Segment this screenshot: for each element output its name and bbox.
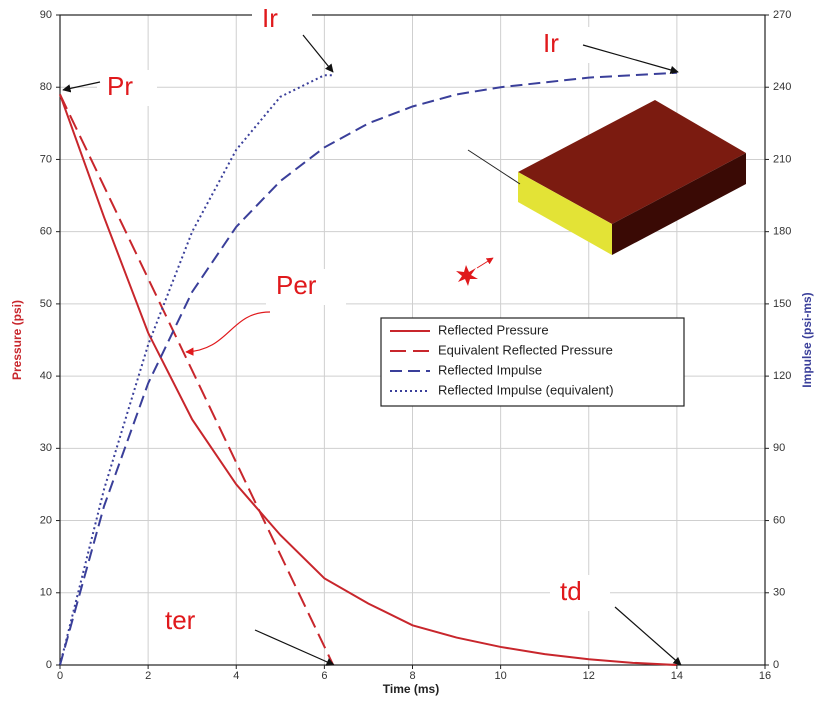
annotation: Ir	[543, 28, 559, 58]
y2-tick-label: 120	[773, 370, 791, 382]
y-tick-label: 70	[40, 153, 52, 165]
y-tick-label: 0	[46, 659, 52, 671]
series-line	[60, 75, 333, 665]
x-axis-title: Time (ms)	[383, 682, 439, 696]
y-tick-label: 60	[40, 226, 52, 238]
charge-icon	[456, 265, 478, 286]
y2-tick-label: 270	[773, 9, 791, 21]
annotation-arrow	[255, 630, 334, 665]
annotation: Ir	[262, 3, 278, 33]
x-tick-label: 16	[759, 670, 771, 682]
y-tick-label: 20	[40, 514, 52, 526]
annotation: ter	[165, 605, 196, 635]
annotation-arrow	[303, 35, 333, 72]
x-tick-label: 12	[583, 670, 595, 682]
annotation-arrow	[583, 45, 678, 72]
y2-tick-label: 90	[773, 442, 785, 454]
y2-tick-label: 30	[773, 587, 785, 599]
legend-label: Equivalent Reflected Pressure	[438, 342, 613, 357]
y-tick-label: 50	[40, 298, 52, 310]
annotation: Pr	[107, 71, 133, 101]
y-tick-label: 40	[40, 370, 52, 382]
chart: 0246810121416010203040506070809003060901…	[0, 0, 823, 706]
x-tick-label: 0	[57, 670, 63, 682]
y-tick-label: 10	[40, 587, 52, 599]
x-tick-label: 10	[495, 670, 507, 682]
inset	[456, 100, 746, 286]
x-tick-label: 4	[233, 670, 239, 682]
y-axis-title: Pressure (psi)	[10, 300, 24, 380]
y-tick-label: 30	[40, 442, 52, 454]
legend-label: Reflected Pressure	[438, 322, 549, 337]
legend: Reflected Pressure Equivalent Reflected P…	[381, 318, 684, 406]
y2-tick-label: 240	[773, 81, 791, 93]
y2-tick-label: 180	[773, 226, 791, 238]
annotation-arrow	[63, 82, 100, 90]
legend-label: Reflected Impulse	[438, 362, 542, 377]
y2-tick-label: 0	[773, 659, 779, 671]
x-tick-label: 8	[409, 670, 415, 682]
annotation-arrow	[615, 607, 681, 665]
charge-arrow	[477, 258, 493, 268]
y-tick-label: 90	[40, 9, 52, 21]
y-tick-label: 80	[40, 81, 52, 93]
y2-axis-title: Impulse (psi-ms)	[800, 292, 814, 387]
y2-tick-label: 60	[773, 514, 785, 526]
x-tick-label: 14	[671, 670, 683, 682]
x-tick-label: 6	[321, 670, 327, 682]
annotation: Per	[276, 270, 317, 300]
y2-tick-label: 210	[773, 153, 791, 165]
legend-label: Reflected Impulse (equivalent)	[438, 382, 614, 397]
y2-tick-label: 150	[773, 298, 791, 310]
x-tick-label: 2	[145, 670, 151, 682]
series-line	[60, 94, 333, 665]
annotation: td	[560, 576, 582, 606]
annotation-arrow	[186, 312, 270, 352]
wall-pointer	[468, 150, 520, 184]
annotation-bg	[252, 2, 312, 38]
